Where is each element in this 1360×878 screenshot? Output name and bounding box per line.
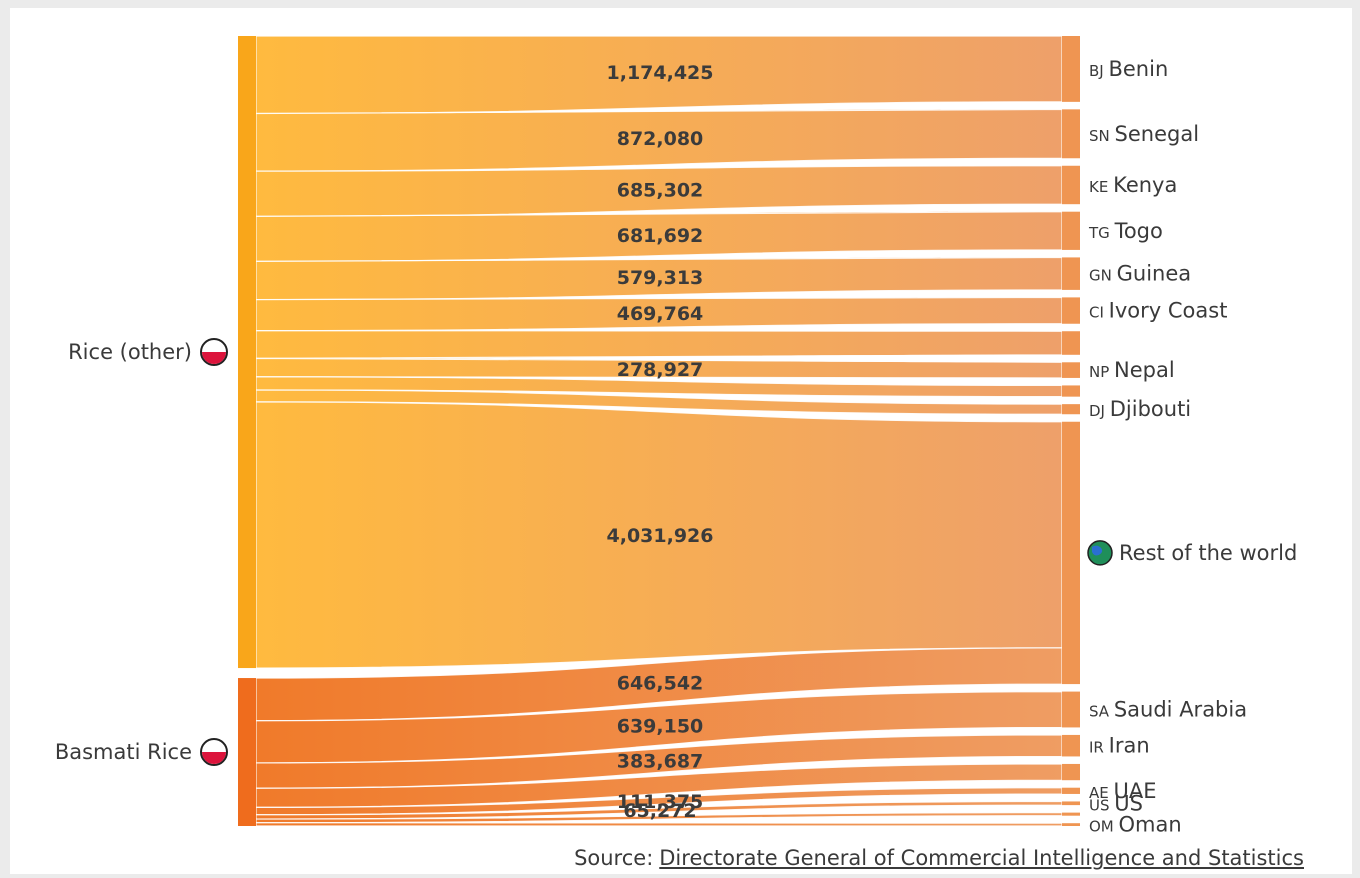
target-label-OM: OM Oman	[1089, 813, 1182, 837]
link-rice_other-DJ[interactable]	[255, 389, 1063, 415]
link-basmati-SA[interactable]	[255, 690, 1063, 764]
link-basmati-X3[interactable]	[255, 763, 1063, 809]
target-label-SA: SA Saudi Arabia	[1089, 698, 1247, 722]
link-basmati-ROW[interactable]	[255, 647, 1063, 722]
target-node-CI[interactable]	[1062, 297, 1080, 324]
target-node-DJ[interactable]	[1062, 404, 1080, 415]
link-value-label: 685,302	[617, 179, 704, 201]
source-node-basmati[interactable]	[238, 678, 256, 826]
country-code: DJ	[1089, 402, 1110, 420]
link-basmati-IR[interactable]	[255, 734, 1063, 789]
country-name: Togo	[1114, 219, 1163, 243]
nodes-layer	[238, 36, 1080, 826]
target-label-AE: AE UAE	[1089, 779, 1157, 803]
link-basmati-OM[interactable]	[255, 822, 1063, 827]
link-rice_other-X1[interactable]	[255, 330, 1063, 359]
country-name: US	[1114, 791, 1143, 815]
sankey-chart: 1,174,425 872,080 685,302 681,692 579,313 469…	[55, 35, 1297, 837]
link-value-label: 383,687	[617, 751, 704, 773]
country-code: US	[1089, 796, 1114, 814]
link-value-label: 639,150	[617, 716, 704, 738]
target-label-NP: NP Nepal	[1089, 358, 1175, 382]
source-node-rice_other[interactable]	[238, 36, 256, 669]
target-node-ROW[interactable]	[1062, 421, 1080, 685]
target-label-US: US US	[1089, 791, 1143, 815]
links-layer	[255, 35, 1063, 827]
target-label-DJ: DJ Djibouti	[1089, 397, 1191, 421]
country-code: GN	[1089, 267, 1117, 285]
chart-card: 1,174,425 872,080 685,302 681,692 579,313 469…	[10, 8, 1352, 874]
target-node-NP[interactable]	[1062, 362, 1080, 378]
country-name: UAE	[1114, 779, 1157, 803]
target-node-OM[interactable]	[1062, 823, 1080, 826]
source-label: Source:	[574, 846, 654, 870]
country-name: Iran	[1109, 734, 1150, 758]
link-basmati-AE[interactable]	[255, 787, 1063, 816]
globe-icon	[1087, 540, 1113, 566]
country-code: IR	[1089, 739, 1109, 757]
link-value-label: 65,272	[623, 800, 696, 822]
country-code: TG	[1088, 224, 1115, 242]
target-node-X3[interactable]	[1062, 763, 1080, 781]
target-label-IR: IR Iran	[1089, 734, 1150, 758]
link-value-label: 681,692	[617, 225, 704, 247]
target-node-US[interactable]	[1062, 801, 1080, 806]
country-name: Senegal	[1115, 122, 1200, 146]
country-code: NP	[1089, 363, 1114, 381]
link-value-label: 1,174,425	[607, 62, 714, 84]
country-code: KE	[1089, 178, 1113, 196]
country-name: Saudi Arabia	[1114, 698, 1247, 722]
country-name: Benin	[1108, 57, 1168, 81]
source-label: Rice (other)	[68, 340, 192, 364]
source-link[interactable]: Directorate General of Commercial Intell…	[659, 846, 1304, 870]
target-node-TG[interactable]	[1062, 211, 1080, 250]
target-node-BJ[interactable]	[1062, 36, 1080, 102]
target-label-TG: TG Togo	[1088, 219, 1163, 243]
target-label-SN: SN Senegal	[1089, 122, 1199, 146]
target-label-GN: GN Guinea	[1089, 262, 1191, 286]
country-code: BJ	[1089, 62, 1108, 80]
country-code: AE	[1089, 784, 1114, 802]
target-node-X4[interactable]	[1062, 812, 1080, 816]
poland-flag-icon	[200, 738, 228, 767]
target-label-KE: KE Kenya	[1089, 173, 1177, 197]
target-node-SA[interactable]	[1062, 691, 1080, 728]
target-node-X1[interactable]	[1062, 331, 1080, 355]
link-value-label: 872,080	[617, 128, 704, 150]
link-value-label: 4,031,926	[607, 525, 714, 547]
source-label: Basmati Rice	[55, 740, 192, 764]
target-node-SN[interactable]	[1062, 109, 1080, 159]
target-node-IR[interactable]	[1062, 734, 1080, 757]
country-name: Guinea	[1117, 262, 1192, 286]
country-code: CI	[1089, 304, 1109, 322]
country-code: OM	[1089, 818, 1119, 836]
link-value-label: 646,542	[617, 673, 704, 695]
link-rice_other-CI[interactable]	[255, 296, 1063, 332]
poland-flag-icon	[200, 338, 228, 367]
country-code: SN	[1089, 127, 1115, 145]
target-label-BJ: BJ Benin	[1089, 57, 1168, 81]
country-name: Oman	[1119, 813, 1182, 837]
target-node-GN[interactable]	[1062, 257, 1080, 290]
target-node-X2[interactable]	[1062, 385, 1080, 397]
link-value-label: 111,375	[617, 791, 704, 813]
country-name: Ivory Coast	[1109, 299, 1228, 323]
link-value-label: 579,313	[617, 267, 704, 289]
target-label-ROW: Rest of the world	[1119, 541, 1297, 565]
country-name: Kenya	[1113, 173, 1177, 197]
source-note: Source: Directorate General of Commercial…	[574, 846, 1304, 870]
link-value-label: 469,764	[617, 303, 704, 325]
labels-layer: 1,174,425 872,080 685,302 681,692 579,313 469…	[55, 57, 1297, 837]
country-name: Nepal	[1114, 358, 1175, 382]
country-name: Rest of the world	[1119, 541, 1297, 565]
target-node-KE[interactable]	[1062, 165, 1080, 205]
target-label-CI: CI Ivory Coast	[1089, 299, 1227, 323]
link-value-label: 278,927	[617, 359, 704, 381]
country-code: SA	[1089, 703, 1114, 721]
country-name: Djibouti	[1110, 397, 1191, 421]
link-rice_other-SN[interactable]	[255, 108, 1063, 172]
target-node-AE[interactable]	[1062, 787, 1080, 794]
